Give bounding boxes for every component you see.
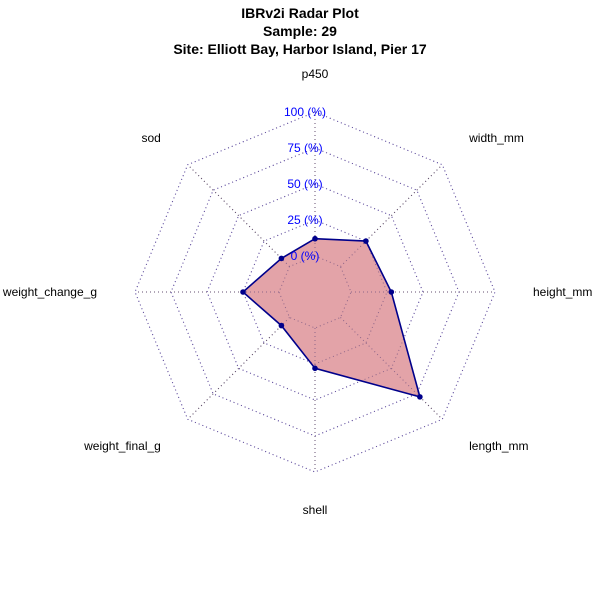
tick-label: 50 (%) (287, 177, 322, 191)
radar-tick-labels: 0 (%) 25 (%) 50 (%) 75 (%) 100 (%) (284, 105, 326, 263)
tick-label: 0 (%) (291, 249, 320, 263)
grid-ring-overlay (278, 255, 352, 329)
series-point-width_mm (363, 238, 369, 244)
axis-label-p450: p450 (302, 67, 329, 81)
grid-spoke-overlay (187, 164, 290, 267)
axis-label-sod: sod (141, 131, 160, 145)
grid-spoke-overlay (187, 317, 290, 420)
axis-label-height_mm: height_mm (533, 285, 592, 299)
grid-spoke-overlay (340, 317, 443, 420)
chart-site: Site: Elliott Bay, Harbor Island, Pier 1… (173, 41, 427, 57)
series-point-height_mm (388, 289, 395, 295)
series-point-weight_change_g (240, 289, 246, 295)
chart-subtitle: Sample: 29 (263, 23, 337, 39)
axis-label-width_mm: width_mm (468, 131, 524, 145)
grid-spoke-overlay (340, 164, 443, 267)
tick-label: 75 (%) (287, 141, 322, 155)
series-point-shell (312, 365, 318, 372)
series-point-p450 (312, 235, 318, 242)
series-point-weight_final_g (278, 322, 285, 329)
chart-title: IBRv2i Radar Plot (241, 5, 359, 21)
series-point-sod (278, 255, 285, 262)
axis-label-weight_final_g: weight_final_g (83, 439, 161, 453)
axis-label-weight_change_g: weight_change_g (2, 285, 97, 299)
axis-label-length_mm: length_mm (469, 439, 528, 453)
axis-label-shell: shell (303, 503, 328, 517)
series-area (243, 238, 420, 397)
radar-series (134, 111, 496, 473)
tick-label: 25 (%) (287, 213, 322, 227)
tick-label: 100 (%) (284, 105, 326, 119)
series-point-length_mm (417, 394, 423, 400)
chart-titles: IBRv2i Radar Plot Sample: 29 Site: Ellio… (0, 4, 600, 58)
